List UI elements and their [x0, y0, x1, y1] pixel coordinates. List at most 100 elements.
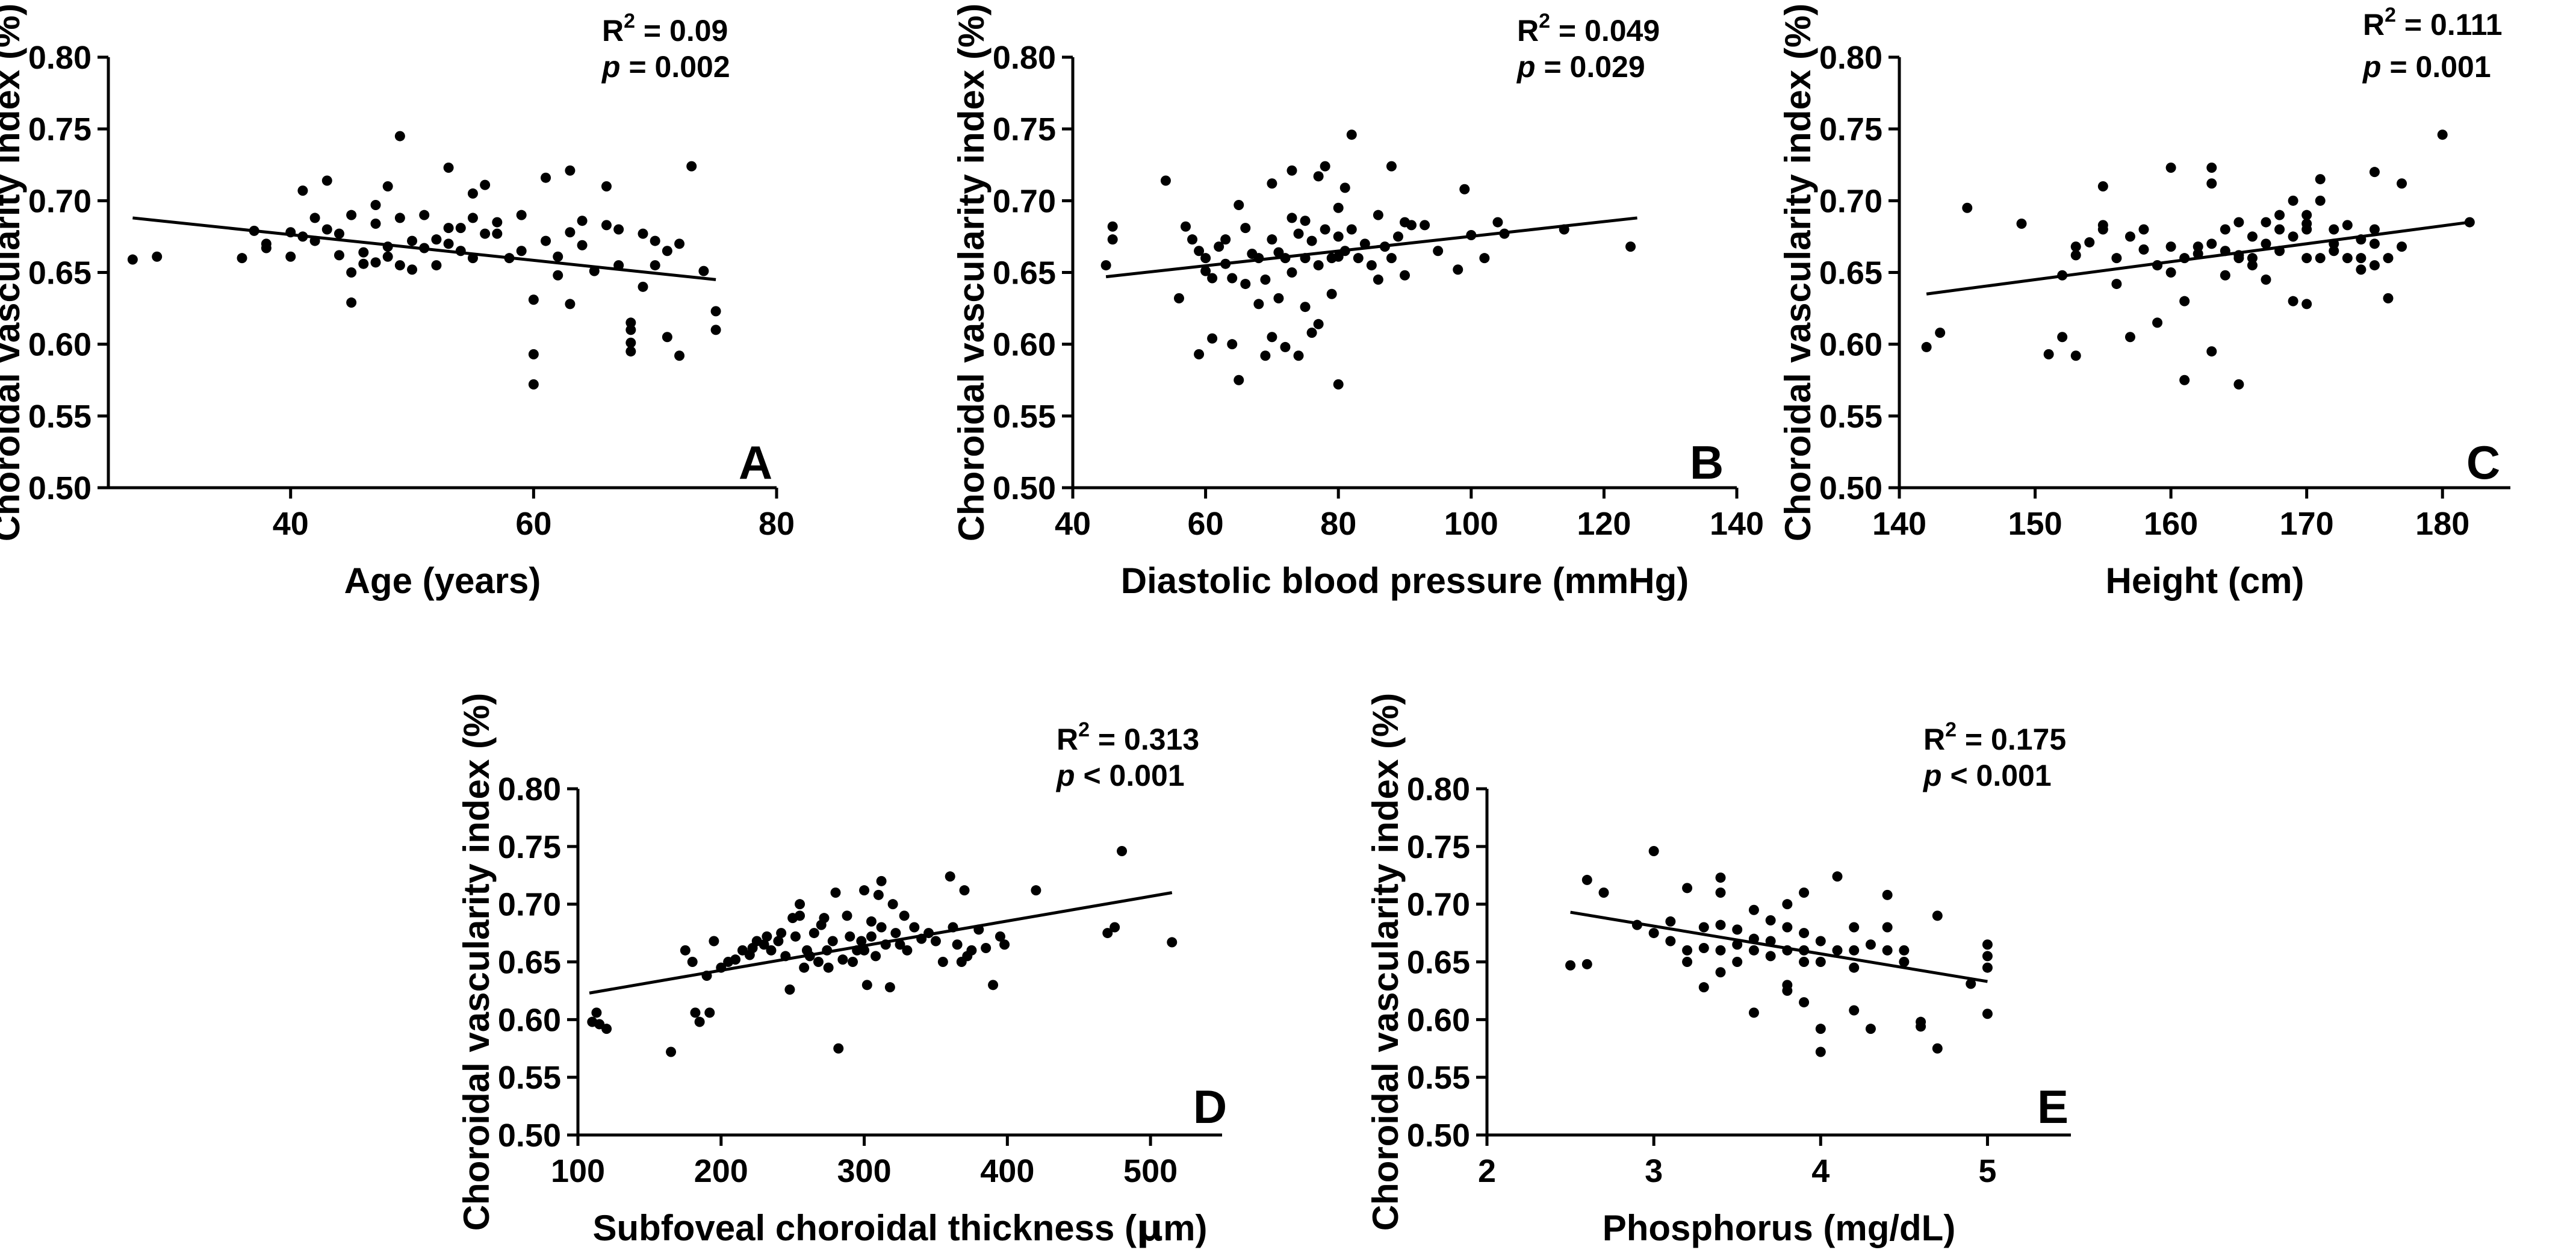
- y-tick-label: 0.80: [1407, 771, 1470, 807]
- data-point: [1815, 1046, 1826, 1057]
- data-point: [1932, 910, 1943, 921]
- data-point: [516, 246, 527, 257]
- data-point: [1392, 231, 1403, 242]
- data-point: [2206, 178, 2217, 189]
- data-point: [2097, 224, 2108, 235]
- data-point: [1665, 936, 1676, 947]
- data-point: [1313, 260, 1324, 271]
- data-point: [1935, 328, 1946, 338]
- data-point: [237, 253, 247, 264]
- data-point: [1799, 957, 1810, 967]
- data-point: [1815, 1024, 1826, 1034]
- data-point: [2070, 250, 2081, 261]
- data-point: [2084, 237, 2095, 247]
- data-point: [1286, 165, 1297, 176]
- data-point: [2043, 349, 2054, 359]
- data-point: [1220, 234, 1231, 245]
- data-point: [2397, 178, 2407, 189]
- data-point: [887, 899, 898, 910]
- data-point: [848, 957, 858, 967]
- y-axis-label: Choroidal vascularity index (%): [1365, 693, 1406, 1231]
- data-point: [2070, 241, 2081, 252]
- data-point: [577, 216, 588, 226]
- r-squared-label: R2 = 0.111: [2363, 4, 2503, 42]
- data-point: [1715, 919, 1726, 930]
- data-point: [1665, 916, 1676, 927]
- data-point: [2261, 274, 2271, 285]
- data-point: [1273, 247, 1284, 258]
- data-point: [1293, 350, 1304, 361]
- data-point: [1799, 888, 1810, 898]
- data-point: [1748, 945, 1759, 956]
- data-point: [541, 235, 551, 246]
- y-tick-label: 0.65: [1407, 945, 1470, 981]
- y-tick-label: 0.65: [28, 255, 92, 291]
- data-point: [1982, 1009, 1993, 1019]
- x-tick-label: 80: [1320, 506, 1356, 542]
- data-point: [1715, 872, 1726, 883]
- data-point: [845, 931, 855, 942]
- data-point: [1565, 960, 1576, 971]
- data-point: [625, 337, 636, 348]
- data-point: [662, 332, 672, 343]
- data-point: [1916, 1021, 1926, 1032]
- data-point: [895, 939, 905, 950]
- data-point: [1966, 978, 1976, 989]
- data-point: [370, 257, 381, 268]
- data-point: [2247, 260, 2258, 271]
- p-value-label: p = 0.001: [2362, 50, 2491, 84]
- data-point: [565, 299, 576, 309]
- data-point: [1267, 332, 1277, 343]
- y-tick-label: 0.70: [993, 183, 1056, 219]
- data-point: [650, 235, 660, 246]
- data-point: [1815, 957, 1826, 967]
- data-point: [1832, 945, 1843, 956]
- y-axis-label: Choroidal vascularity index (%): [1778, 4, 1818, 542]
- data-point: [710, 306, 721, 317]
- data-point: [1849, 945, 1860, 956]
- data-point: [1765, 915, 1776, 925]
- data-point: [2165, 267, 2176, 278]
- x-tick-label: 300: [837, 1153, 892, 1189]
- data-point: [577, 240, 588, 250]
- data-point: [528, 294, 539, 305]
- y-tick-label: 0.55: [498, 1060, 561, 1096]
- data-point: [1698, 982, 1709, 993]
- data-point: [1581, 959, 1592, 969]
- data-point: [1300, 302, 1311, 312]
- data-point: [1313, 171, 1324, 182]
- data-point: [431, 234, 442, 245]
- y-tick-label: 0.55: [28, 399, 92, 435]
- data-point: [871, 951, 881, 962]
- y-tick-label: 0.70: [498, 887, 561, 923]
- data-point: [2220, 224, 2230, 235]
- data-point: [1882, 945, 1893, 956]
- y-tick-label: 0.50: [993, 470, 1056, 506]
- data-point: [2383, 293, 2394, 303]
- data-point: [431, 260, 442, 271]
- y-tick-label: 0.50: [1819, 470, 1882, 506]
- data-point: [2288, 231, 2298, 242]
- data-point: [704, 1007, 715, 1018]
- data-point: [1110, 922, 1120, 933]
- data-point: [2288, 296, 2298, 306]
- y-tick-label: 0.75: [28, 111, 92, 148]
- y-tick-label: 0.60: [28, 327, 92, 363]
- data-point: [1748, 1007, 1759, 1018]
- data-point: [382, 251, 393, 262]
- data-point: [2369, 260, 2380, 271]
- data-point: [2383, 253, 2394, 264]
- data-point: [528, 379, 539, 390]
- data-point: [1732, 924, 1743, 935]
- x-tick-label: 100: [551, 1153, 605, 1189]
- data-point: [443, 223, 454, 234]
- data-point: [1921, 341, 1932, 352]
- panel-b: 0.50 0.55 0.60 0.65 0.70 0.75 0.80 40 60 80 100 120…: [951, 4, 1764, 601]
- data-point: [2165, 163, 2176, 173]
- data-point: [1313, 319, 1324, 329]
- data-point: [1234, 199, 1244, 210]
- data-point: [674, 238, 685, 249]
- data-point: [2193, 241, 2203, 252]
- data-point: [709, 936, 719, 947]
- regression-line: [1570, 910, 1988, 983]
